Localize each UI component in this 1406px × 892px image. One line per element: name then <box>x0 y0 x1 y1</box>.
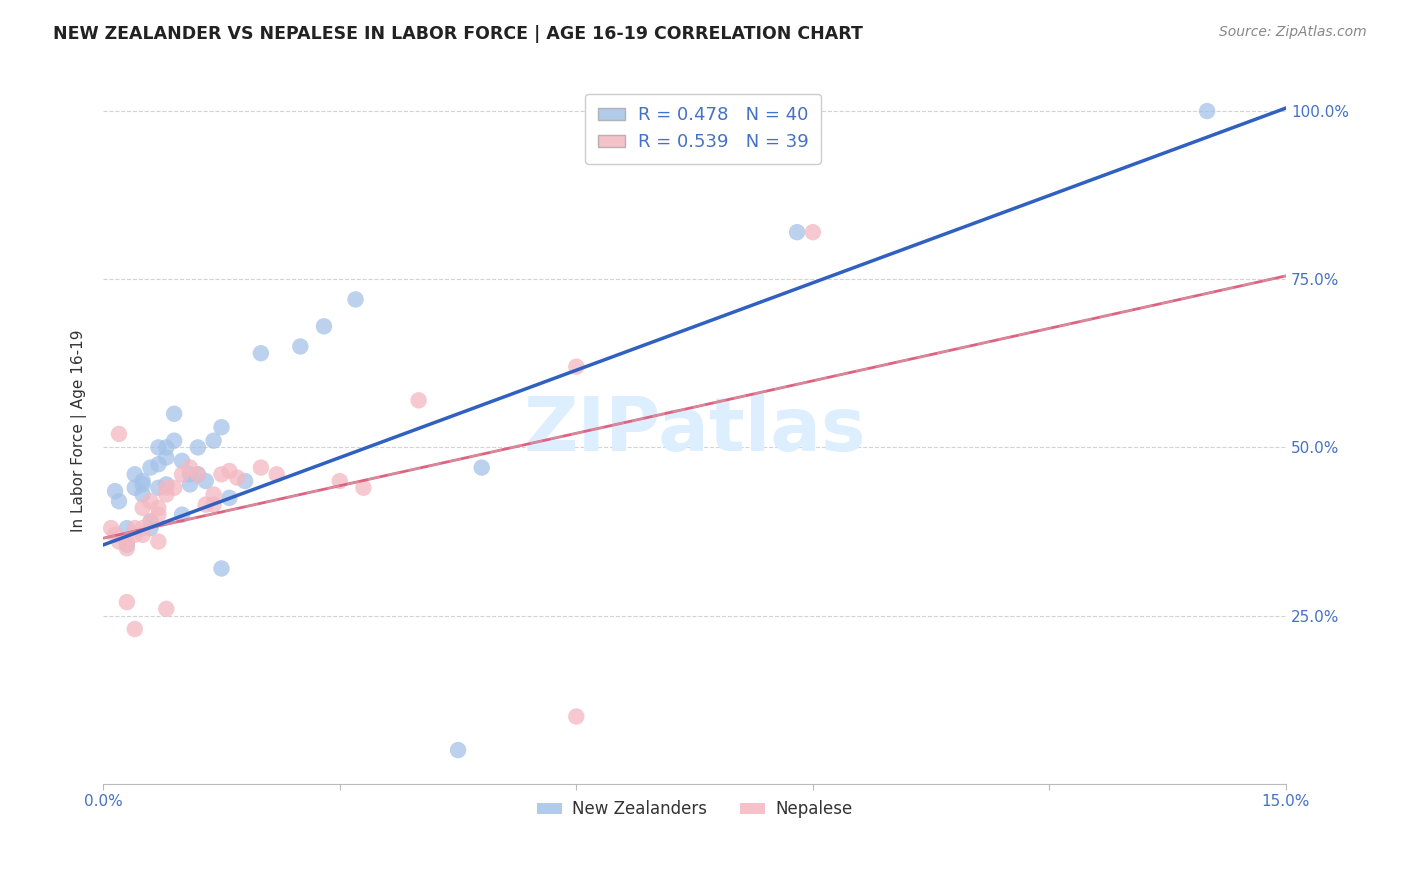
Point <box>565 359 588 374</box>
Point <box>139 515 162 529</box>
Point <box>179 467 201 482</box>
Point <box>131 500 153 515</box>
Point <box>124 467 146 482</box>
Point <box>139 494 162 508</box>
Point <box>170 508 193 522</box>
Point <box>1197 104 1219 119</box>
Point <box>148 481 170 495</box>
Point <box>187 467 209 482</box>
Point <box>104 484 127 499</box>
Point <box>131 474 153 488</box>
Point <box>408 393 430 408</box>
Point <box>250 460 273 475</box>
Point <box>179 477 201 491</box>
Y-axis label: In Labor Force | Age 16-19: In Labor Force | Age 16-19 <box>72 329 87 532</box>
Point <box>312 319 335 334</box>
Point <box>115 534 138 549</box>
Point <box>155 487 177 501</box>
Point <box>202 498 225 512</box>
Point <box>471 460 494 475</box>
Point <box>170 454 193 468</box>
Point <box>786 225 808 239</box>
Point <box>290 339 312 353</box>
Point <box>115 595 138 609</box>
Point <box>115 521 138 535</box>
Point <box>124 481 146 495</box>
Point <box>108 534 131 549</box>
Point <box>124 622 146 636</box>
Point <box>108 426 131 441</box>
Point <box>218 491 240 505</box>
Point <box>124 528 146 542</box>
Point <box>194 474 217 488</box>
Point <box>139 515 162 529</box>
Point <box>447 743 470 757</box>
Point <box>211 561 233 575</box>
Point <box>131 521 153 535</box>
Point <box>124 521 146 535</box>
Point <box>211 467 233 482</box>
Point <box>163 407 186 421</box>
Point <box>155 450 177 465</box>
Point <box>211 420 233 434</box>
Point <box>801 225 824 239</box>
Point <box>131 487 153 501</box>
Point <box>202 434 225 448</box>
Point <box>565 709 588 723</box>
Point <box>139 460 162 475</box>
Point <box>187 467 209 482</box>
Point <box>104 528 127 542</box>
Point <box>139 521 162 535</box>
Point <box>148 500 170 515</box>
Point <box>266 467 288 482</box>
Point <box>329 474 352 488</box>
Point <box>148 534 170 549</box>
Point <box>148 457 170 471</box>
Text: ZIPatlas: ZIPatlas <box>523 394 866 467</box>
Point <box>155 477 177 491</box>
Point <box>250 346 273 360</box>
Point <box>155 441 177 455</box>
Legend: New Zealanders, Nepalese: New Zealanders, Nepalese <box>530 794 859 825</box>
Point <box>155 602 177 616</box>
Point <box>131 477 153 491</box>
Point <box>148 441 170 455</box>
Point <box>131 528 153 542</box>
Point <box>163 434 186 448</box>
Point <box>115 538 138 552</box>
Point <box>218 464 240 478</box>
Point <box>202 487 225 501</box>
Point <box>344 293 367 307</box>
Point <box>352 481 374 495</box>
Text: NEW ZEALANDER VS NEPALESE IN LABOR FORCE | AGE 16-19 CORRELATION CHART: NEW ZEALANDER VS NEPALESE IN LABOR FORCE… <box>53 25 863 43</box>
Point <box>233 474 256 488</box>
Text: Source: ZipAtlas.com: Source: ZipAtlas.com <box>1219 25 1367 39</box>
Point <box>163 481 186 495</box>
Point <box>100 521 122 535</box>
Point <box>187 441 209 455</box>
Point <box>155 481 177 495</box>
Point <box>115 541 138 556</box>
Point <box>179 460 201 475</box>
Point <box>108 494 131 508</box>
Point <box>148 508 170 522</box>
Point <box>170 467 193 482</box>
Point <box>194 498 217 512</box>
Point <box>226 471 249 485</box>
